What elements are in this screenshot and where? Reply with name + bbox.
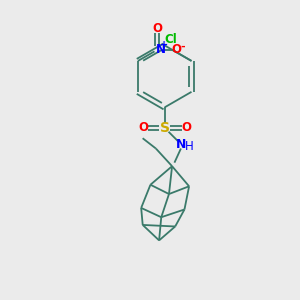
Text: H: H	[185, 140, 194, 153]
Text: O: O	[152, 22, 162, 35]
Text: +: +	[160, 40, 168, 50]
Text: S: S	[160, 121, 170, 135]
Text: N: N	[176, 138, 186, 151]
Text: O: O	[138, 122, 148, 134]
Text: -: -	[180, 42, 185, 52]
Text: N: N	[156, 44, 166, 56]
Text: Cl: Cl	[164, 33, 177, 46]
Text: O: O	[172, 44, 182, 56]
Text: O: O	[181, 122, 191, 134]
